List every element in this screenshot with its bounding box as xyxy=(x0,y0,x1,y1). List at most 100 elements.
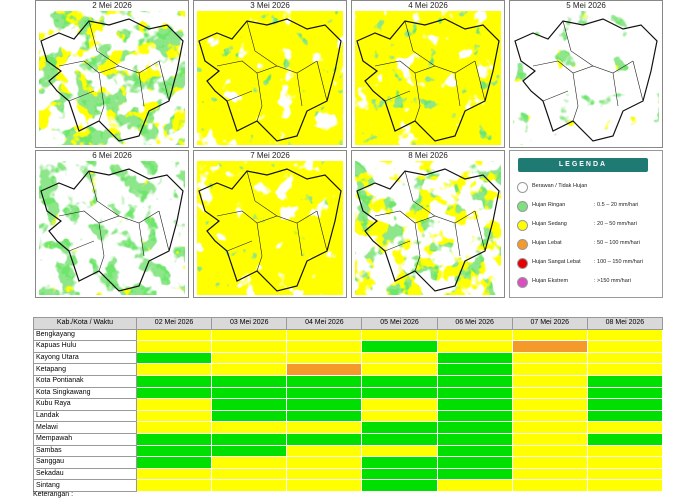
forecast-cell xyxy=(511,467,588,481)
map-date: 3 Mei 2026 xyxy=(250,1,290,10)
map xyxy=(39,161,185,295)
row: Sintang xyxy=(33,479,664,492)
no-rain xyxy=(197,161,343,295)
legend-swatch xyxy=(517,182,528,193)
boundary xyxy=(514,18,658,142)
map xyxy=(513,11,659,145)
legend-label: Hujan Ekstrem xyxy=(532,278,569,284)
row: Kayong Utara xyxy=(33,351,664,365)
map-date: 6 Mei 2026 xyxy=(92,151,132,160)
forecast-cell xyxy=(286,479,363,492)
row: Melawi xyxy=(33,421,664,434)
forecast-cell xyxy=(511,374,588,388)
forecast-cell xyxy=(436,363,513,376)
forecast-cell xyxy=(511,363,588,376)
legend-swatch xyxy=(517,277,528,288)
row: Sanggau xyxy=(33,456,664,469)
forecast-cell xyxy=(436,467,513,481)
legend-swatch xyxy=(517,201,528,212)
forecast-cell xyxy=(286,467,363,481)
forecast-cell xyxy=(586,479,664,492)
forecast-cell xyxy=(135,363,213,376)
forecast-cell xyxy=(586,421,664,434)
map-date: 7 Mei 2026 xyxy=(250,151,290,160)
forecast-cell xyxy=(436,479,513,492)
region-name: Mempawah xyxy=(33,432,137,446)
forecast-cell xyxy=(361,386,438,400)
map xyxy=(39,11,185,145)
forecast-cell xyxy=(286,456,363,469)
no-rain xyxy=(39,11,185,145)
forecast-cell xyxy=(211,456,288,469)
forecast-cell xyxy=(211,409,288,423)
forecast-cell xyxy=(135,398,213,411)
boundary xyxy=(40,18,184,142)
forecast-cell xyxy=(511,421,588,434)
forecast-cell xyxy=(361,444,438,458)
row: Ketapang xyxy=(33,363,664,376)
forecast-cell xyxy=(211,467,288,481)
forecast-cell xyxy=(511,398,588,411)
forecast-cell xyxy=(361,351,438,365)
forecast-cell xyxy=(135,467,213,481)
forecast-cell xyxy=(361,398,438,411)
district-lines xyxy=(532,20,644,122)
forecast-cell xyxy=(211,386,288,400)
header-cell: 05 Mei 2026 xyxy=(361,317,438,330)
region-name: Melawi xyxy=(33,421,137,434)
legend-title: LEGENDA xyxy=(518,158,648,172)
forecast-cell xyxy=(361,328,438,342)
boundary xyxy=(40,168,184,292)
forecast-cell xyxy=(436,409,513,423)
boundary xyxy=(198,168,342,292)
forecast-cell xyxy=(511,328,588,342)
forecast-cell xyxy=(511,479,588,492)
forecast-cell xyxy=(511,340,588,353)
legend-range: : 0.5 – 20 mm/hari xyxy=(594,202,639,208)
forecast-cell xyxy=(135,432,213,446)
forecast-cell xyxy=(286,374,363,388)
map xyxy=(355,161,501,295)
region-name: Kapuas Hulu xyxy=(33,340,137,353)
forecast-cell xyxy=(511,351,588,365)
legend-label: Hujan Lebat xyxy=(532,240,562,246)
forecast-cell xyxy=(361,432,438,446)
forecast-cell xyxy=(436,444,513,458)
region-name: Kota Pontianak xyxy=(33,374,137,388)
district-lines xyxy=(216,20,328,122)
boundary xyxy=(356,168,500,292)
forecast-cell xyxy=(286,421,363,434)
map-panel: 4 Mei 2026 xyxy=(351,0,505,148)
forecast-cell xyxy=(211,351,288,365)
map-panel: 2 Mei 2026 xyxy=(35,0,189,148)
row: Kota Pontianak xyxy=(33,374,664,388)
legend-range: : >150 mm/hari xyxy=(594,278,631,284)
forecast-cell xyxy=(135,374,213,388)
forecast-cell xyxy=(211,340,288,353)
legend-label: Hujan Ringan xyxy=(532,202,566,208)
map-panel: 7 Mei 2026 xyxy=(193,150,347,298)
forecast-cell xyxy=(586,456,664,469)
map-date: 8 Mei 2026 xyxy=(408,151,448,160)
forecast-cell xyxy=(511,386,588,400)
forecast-cell xyxy=(511,456,588,469)
forecast-cell xyxy=(586,340,664,353)
legend-range: : 20 – 50 mm/hari xyxy=(594,221,637,227)
forecast-cell xyxy=(135,409,213,423)
region-name: Sanggau xyxy=(33,456,137,469)
boundary xyxy=(198,18,342,142)
forecast-cell xyxy=(436,351,513,365)
forecast-cell xyxy=(361,363,438,376)
forecast-cell xyxy=(361,456,438,469)
forecast-cell xyxy=(586,398,664,411)
forecast-cell xyxy=(286,444,363,458)
forecast-cell xyxy=(211,363,288,376)
no-rain xyxy=(513,11,659,145)
district-lines xyxy=(58,20,170,122)
region-name: Kubu Raya xyxy=(33,398,137,411)
district-lines xyxy=(58,170,170,272)
region-name: Landak xyxy=(33,409,137,423)
forecast-cell xyxy=(361,409,438,423)
forecast-cell xyxy=(211,398,288,411)
